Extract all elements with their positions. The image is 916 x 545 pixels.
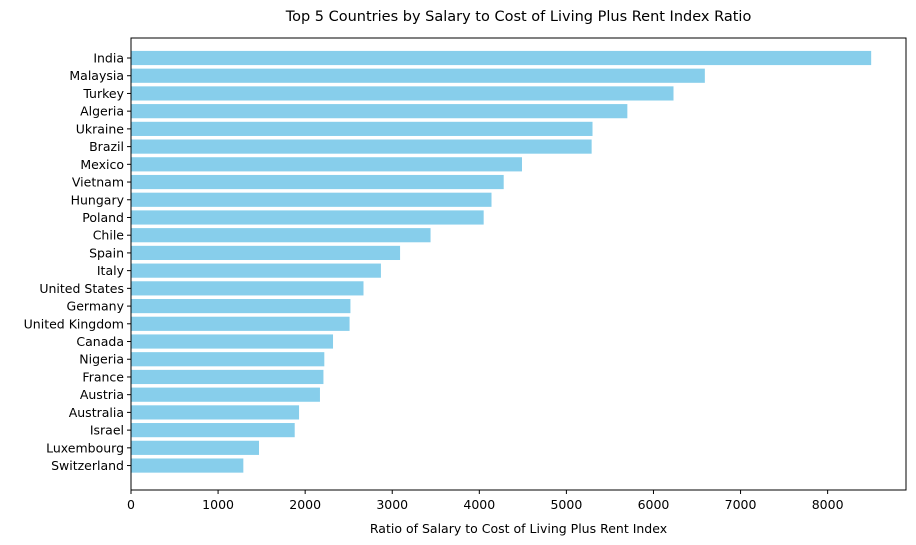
bar-nigeria xyxy=(131,352,325,367)
bar-brazil xyxy=(131,139,592,154)
y-tick-labels: India Malaysia Turkey Algeria Ukraine Brazil M… xyxy=(24,51,131,473)
bar-malaysia xyxy=(131,68,705,83)
bar-australia xyxy=(131,405,300,420)
y-tick-label: Austria xyxy=(80,387,124,402)
y-tick-label: United Kingdom xyxy=(24,316,124,331)
y-tick-label: Malaysia xyxy=(69,68,124,83)
y-tick-label: Brazil xyxy=(89,139,124,154)
bar-united-kingdom xyxy=(131,316,350,331)
bar-hungary xyxy=(131,192,492,207)
bar-poland xyxy=(131,210,484,225)
y-tick-label: Ukraine xyxy=(76,121,125,136)
bar-algeria xyxy=(131,104,628,119)
y-tick-label: Germany xyxy=(67,299,125,314)
bar-luxembourg xyxy=(131,440,260,455)
bar-germany xyxy=(131,298,351,314)
y-tick-label: Italy xyxy=(97,263,125,278)
bar-turkey xyxy=(131,86,674,101)
chart-title: Top 5 Countries by Salary to Cost of Liv… xyxy=(285,9,752,25)
y-tick-label: India xyxy=(93,51,124,66)
x-tick-label: 1000 xyxy=(202,497,234,512)
y-tick-label: Algeria xyxy=(80,104,124,119)
x-tick-label: 2000 xyxy=(289,497,321,512)
y-tick-label: Israel xyxy=(90,423,124,438)
y-tick-label: France xyxy=(82,369,124,384)
y-tick-label: Chile xyxy=(93,228,125,243)
y-tick-label: Switzerland xyxy=(51,458,124,473)
y-tick-label: Australia xyxy=(69,405,124,420)
y-tick-label: Spain xyxy=(89,245,124,260)
y-tick-label: Vietnam xyxy=(72,175,124,190)
bar-italy xyxy=(131,263,381,278)
y-tick-label: Nigeria xyxy=(79,352,124,367)
y-tick-label: Luxembourg xyxy=(46,440,124,455)
x-tick-label: 7000 xyxy=(725,497,757,512)
x-tick-label: 4000 xyxy=(463,497,495,512)
bar-spain xyxy=(131,245,401,261)
x-tick-label: 8000 xyxy=(812,497,844,512)
bar-israel xyxy=(131,423,295,438)
x-tick-label: 0 xyxy=(127,497,135,512)
y-tick-label: Canada xyxy=(76,334,124,349)
y-tick-label: Hungary xyxy=(71,192,125,207)
bar-united-states xyxy=(131,281,364,296)
bar-ukraine xyxy=(131,121,593,136)
x-tick-label: 6000 xyxy=(638,497,670,512)
x-axis-label: Ratio of Salary to Cost of Living Plus R… xyxy=(370,521,667,536)
x-tick-label: 5000 xyxy=(550,497,582,512)
y-tick-label: Turkey xyxy=(82,86,124,101)
bar-chile xyxy=(131,228,431,243)
bar-france xyxy=(131,369,324,385)
bar-mexico xyxy=(131,157,522,172)
y-tick-label: Poland xyxy=(82,210,124,225)
y-tick-label: United States xyxy=(39,281,124,296)
bar-vietnam xyxy=(131,174,504,190)
bar-canada xyxy=(131,334,334,349)
x-tick-labels: 0 1000 2000 3000 4000 5000 6000 7000 8000 xyxy=(127,490,844,512)
bar-india xyxy=(131,50,872,66)
x-tick-label: 3000 xyxy=(376,497,408,512)
bars-layer xyxy=(131,50,872,473)
bar-switzerland xyxy=(131,458,244,473)
y-tick-label: Mexico xyxy=(80,157,124,172)
plot-frame xyxy=(130,37,907,491)
bar-austria xyxy=(131,387,320,402)
